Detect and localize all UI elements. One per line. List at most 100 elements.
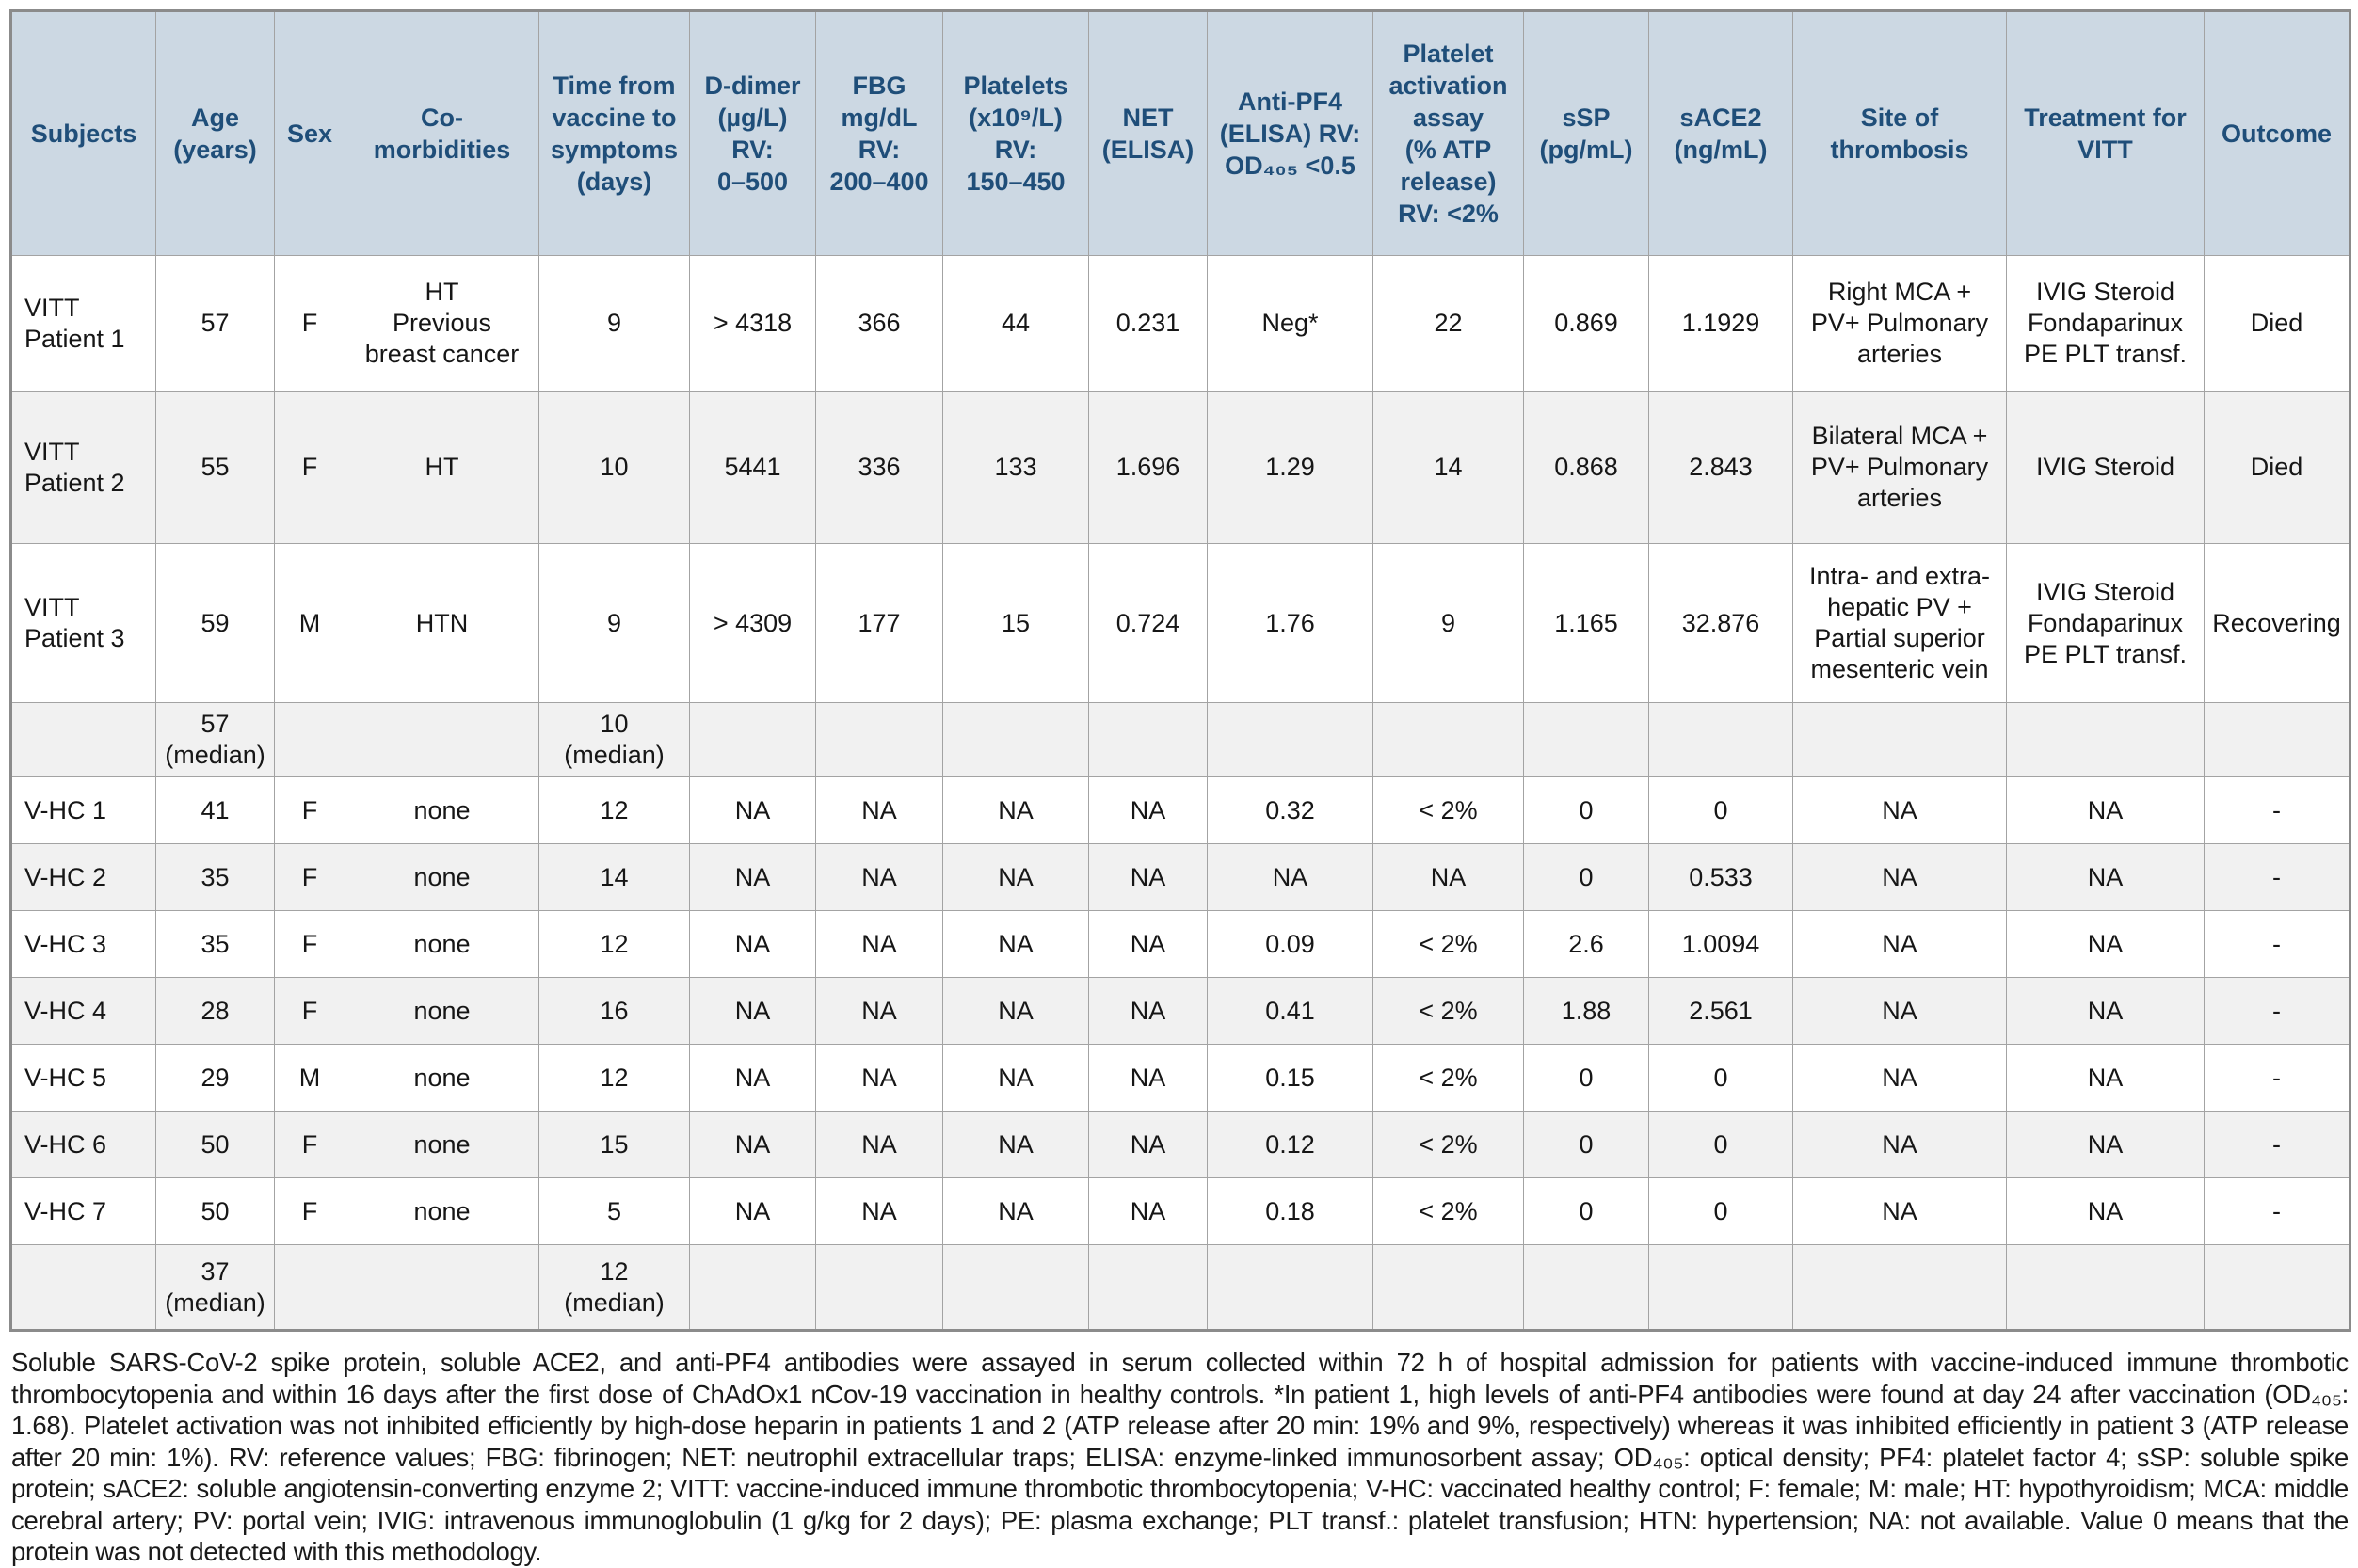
cell-platelets: 15: [942, 543, 1089, 703]
cell-ssp: 0: [1523, 1111, 1649, 1178]
cell-sace2: 2.561: [1648, 977, 1793, 1045]
cell-site-of-thrombosis: Right MCA + PV+ Pulmonary arteries: [1792, 255, 2007, 392]
col-header-fbg: FBG mg/dL RV: 200–400: [815, 10, 943, 256]
cell-comorbidities: none: [345, 1044, 539, 1112]
cell-outcome: [2204, 702, 2350, 777]
cell-fbg: [815, 1244, 943, 1331]
cell-platelet-activation: 14: [1372, 391, 1524, 544]
table-caption: Soluble SARS-CoV-2 spike protein, solubl…: [11, 1348, 2349, 1566]
cell-platelet-activation: 22: [1372, 255, 1524, 392]
cell-age: 59: [155, 543, 275, 703]
cell-net: 0.231: [1088, 255, 1208, 392]
cell-comorbidities: [345, 702, 539, 777]
cell-age: 57: [155, 255, 275, 392]
cell-anti-pf4: 0.12: [1207, 1111, 1373, 1178]
cell-d-dimer: NA: [689, 776, 816, 844]
cell-comorbidities: HT Previous breast cancer: [345, 255, 539, 392]
cell-platelets: [942, 1244, 1089, 1331]
cell-net: [1088, 1244, 1208, 1331]
cell-net: NA: [1088, 1111, 1208, 1178]
col-header-platelet-activation: Platelet activation assay (% ATP release…: [1372, 10, 1524, 256]
cell-age: 28: [155, 977, 275, 1045]
cell-anti-pf4: 1.76: [1207, 543, 1373, 703]
cell-site-of-thrombosis: NA: [1792, 1044, 2007, 1112]
cell-sex: F: [274, 910, 345, 978]
cell-d-dimer: NA: [689, 1044, 816, 1112]
cell-d-dimer: NA: [689, 977, 816, 1045]
cell-fbg: 177: [815, 543, 943, 703]
cell-platelets: [942, 702, 1089, 777]
cell-sex: F: [274, 1111, 345, 1178]
cell-time-from-vaccine: 9: [538, 255, 690, 392]
cell-ssp: 0.868: [1523, 391, 1649, 544]
table-row-v-hc-median: 37 (median) 12 (median): [10, 1244, 2350, 1331]
cell-anti-pf4: NA: [1207, 843, 1373, 911]
cell-platelet-activation: < 2%: [1372, 910, 1524, 978]
cell-anti-pf4: [1207, 702, 1373, 777]
cell-sex: F: [274, 255, 345, 392]
cell-ssp: 1.165: [1523, 543, 1649, 703]
cell-ssp: 1.88: [1523, 977, 1649, 1045]
cell-subjects: V-HC 7: [10, 1177, 156, 1245]
cell-sex: F: [274, 1177, 345, 1245]
cell-net: NA: [1088, 910, 1208, 978]
cell-platelets: NA: [942, 843, 1089, 911]
cell-outcome: -: [2204, 1177, 2350, 1245]
cell-net: [1088, 702, 1208, 777]
cell-platelets: NA: [942, 910, 1089, 978]
cell-ssp: 2.6: [1523, 910, 1649, 978]
cell-net: NA: [1088, 977, 1208, 1045]
cell-subjects: V-HC 3: [10, 910, 156, 978]
cell-platelets: NA: [942, 1044, 1089, 1112]
cell-platelets: 44: [942, 255, 1089, 392]
cell-anti-pf4: 0.15: [1207, 1044, 1373, 1112]
cell-sex: [274, 702, 345, 777]
cell-site-of-thrombosis: NA: [1792, 1177, 2007, 1245]
cell-net: NA: [1088, 1044, 1208, 1112]
cell-sace2: 0: [1648, 1111, 1793, 1178]
cell-anti-pf4: 0.41: [1207, 977, 1373, 1045]
cell-d-dimer: NA: [689, 1177, 816, 1245]
cell-site-of-thrombosis: NA: [1792, 843, 2007, 911]
cell-ssp: 0: [1523, 1177, 1649, 1245]
cell-subjects: V-HC 1: [10, 776, 156, 844]
cell-platelet-activation: [1372, 702, 1524, 777]
col-header-outcome: Outcome: [2204, 10, 2350, 256]
cell-subjects: [10, 702, 156, 777]
table-header: Subjects Age (years) Sex Co- morbidities…: [10, 10, 2350, 256]
table-row-vitt-patient-3: VITT Patient 3 59 M HTN 9 > 4309 177 15 0.724 1.7…: [10, 543, 2350, 703]
cell-site-of-thrombosis: NA: [1792, 776, 2007, 844]
cell-anti-pf4: 0.09: [1207, 910, 1373, 978]
cell-d-dimer: > 4318: [689, 255, 816, 392]
cell-platelet-activation: NA: [1372, 843, 1524, 911]
cell-site-of-thrombosis: Intra- and extra- hepatic PV + Partial s…: [1792, 543, 2007, 703]
cell-treatment: NA: [2006, 1044, 2205, 1112]
cell-comorbidities: none: [345, 910, 539, 978]
cell-fbg: NA: [815, 910, 943, 978]
cell-treatment: IVIG Steroid Fondaparinux PE PLT transf.: [2006, 543, 2205, 703]
cell-comorbidities: none: [345, 977, 539, 1045]
col-header-d-dimer: D-dimer (µg/L) RV: 0–500: [689, 10, 816, 256]
cell-treatment: NA: [2006, 910, 2205, 978]
cell-outcome: Recovering: [2204, 543, 2350, 703]
cell-d-dimer: > 4309: [689, 543, 816, 703]
cell-comorbidities: HT: [345, 391, 539, 544]
cell-site-of-thrombosis: NA: [1792, 977, 2007, 1045]
cell-time-from-vaccine: 12: [538, 776, 690, 844]
cell-comorbidities: HTN: [345, 543, 539, 703]
cell-subjects: V-HC 2: [10, 843, 156, 911]
cell-outcome: -: [2204, 977, 2350, 1045]
cell-platelets: NA: [942, 776, 1089, 844]
cell-sace2: 32.876: [1648, 543, 1793, 703]
cell-age: 41: [155, 776, 275, 844]
cell-platelets: NA: [942, 1177, 1089, 1245]
cell-outcome: -: [2204, 1044, 2350, 1112]
cell-subjects: V-HC 6: [10, 1111, 156, 1178]
cell-sace2: 1.0094: [1648, 910, 1793, 978]
